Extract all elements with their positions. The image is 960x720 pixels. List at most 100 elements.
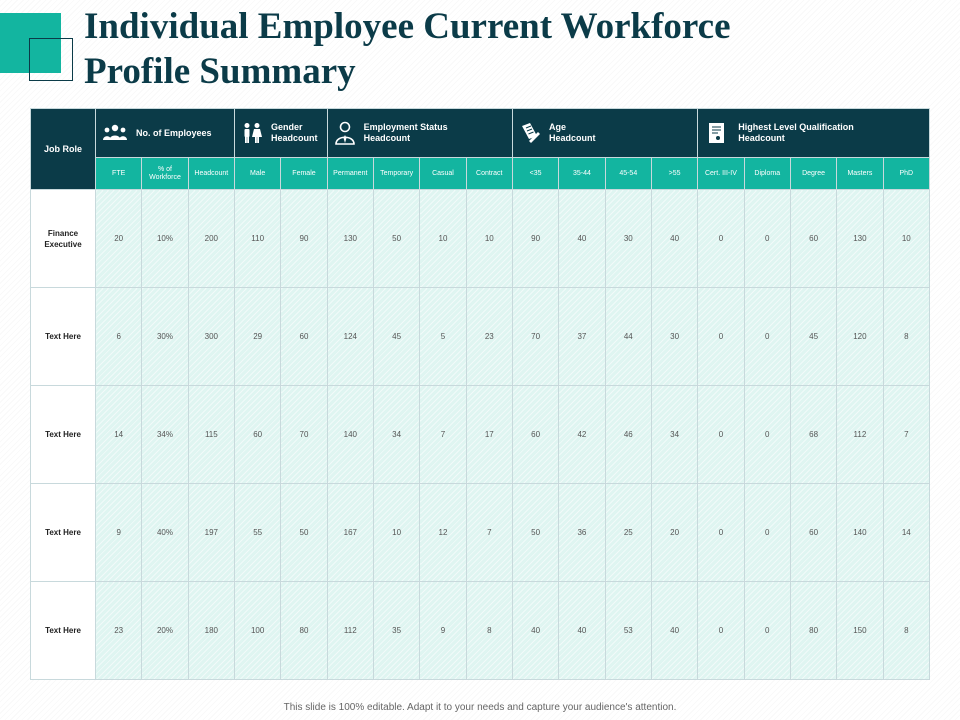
sub-header-cell: Temporary [372, 157, 421, 190]
sub-header-cell: Male [233, 157, 282, 190]
sub-header-cell: % of Workforce [141, 157, 189, 190]
table-cell: 7 [882, 385, 931, 484]
sub-header-cell: Permanent [326, 157, 374, 190]
table-cell: 0 [697, 385, 745, 484]
table-cell: 60 [789, 483, 838, 582]
table-cell: 55 [233, 483, 282, 582]
table-cell: 0 [697, 483, 745, 582]
table-cell: 40 [558, 581, 606, 680]
table-cell: 23 [465, 287, 513, 386]
sub-header-cell: 35-44 [558, 157, 606, 190]
table-cell: 7 [465, 483, 513, 582]
group-label-employees: No. of Employees [136, 127, 212, 138]
certificate-icon [709, 123, 725, 143]
job-role-cell: Finance Executive [30, 189, 96, 288]
table-cell: 0 [743, 287, 791, 386]
table-cell: 44 [604, 287, 652, 386]
job-role-cell: Text Here [30, 581, 96, 680]
group-label-gender-line2: Headcount [270, 133, 318, 143]
table-cell: 5 [419, 287, 467, 386]
table-cell: 34% [141, 385, 189, 484]
table-cell: 180 [187, 581, 235, 680]
table-cell: 100 [233, 581, 282, 680]
table-cell: 120 [836, 287, 884, 386]
table-cell: 140 [836, 483, 884, 582]
table-cell: 7 [419, 385, 467, 484]
table-cell: 80 [789, 581, 838, 680]
table-cell: 200 [187, 189, 235, 288]
sub-header-row: FTE% of Workforce Headcount Male Female Perm… [31, 157, 931, 190]
table-cell: 60 [789, 189, 838, 288]
document-pen-icon [521, 123, 540, 143]
group-label-age-line2: Headcount [548, 133, 596, 143]
table-cell: 53 [604, 581, 652, 680]
male-female-icon [244, 123, 262, 143]
table-row: Text Here 9 40% 197 55 50 167 10 12 7 50 36 25 20 0 0 60… [30, 483, 931, 582]
table-cell: 40 [511, 581, 560, 680]
table-cell: 0 [743, 581, 791, 680]
table-cell: 150 [836, 581, 884, 680]
sub-header-cell: Cert. III-IV [697, 157, 745, 190]
table-body: Finance Executive 20 10% 200 110 90 130 50 10 10 9… [30, 189, 931, 680]
table-cell: 45 [372, 287, 421, 386]
table-cell: 10 [465, 189, 513, 288]
table-cell: 10 [419, 189, 467, 288]
table-cell: 110 [233, 189, 282, 288]
table-cell: 124 [326, 287, 374, 386]
decor-teal-square [0, 13, 61, 73]
table-cell: 167 [326, 483, 374, 582]
table-cell: 30% [141, 287, 189, 386]
table-row: Text Here 23 20% 180 100 80 112 35 9 8 40 40 53 40 0 0 8… [30, 581, 931, 680]
workforce-profile-table: Job Role No. of Employees [30, 108, 931, 680]
sub-header-cell: FTE [94, 157, 143, 190]
table-cell: 40 [650, 189, 699, 288]
table-cell: 17 [465, 385, 513, 484]
job-role-cell: Text Here [30, 483, 96, 582]
table-cell: 30 [604, 189, 652, 288]
table-cell: 8 [882, 581, 931, 680]
table-cell: 115 [187, 385, 235, 484]
job-role-cell: Text Here [30, 287, 96, 386]
table-cell: 20 [650, 483, 699, 582]
group-header-employment-status: Employment Status Headcount [326, 108, 513, 158]
table-cell: 112 [326, 581, 374, 680]
table-cell: 60 [233, 385, 282, 484]
table-cell: 90 [280, 189, 328, 288]
table-cell: 14 [94, 385, 143, 484]
table-cell: 70 [280, 385, 328, 484]
table-cell: 140 [326, 385, 374, 484]
table-cell: 25 [604, 483, 652, 582]
table-row: Finance Executive 20 10% 200 110 90 130 50 10 10 9… [30, 189, 931, 288]
table-cell: 46 [604, 385, 652, 484]
table-row: Text Here 14 34% 115 60 70 140 34 7 17 60 42 46 34 0 0 6… [30, 385, 931, 484]
sub-header-cell: Diploma [743, 157, 791, 190]
group-header-gender: Gender Headcount [233, 108, 328, 158]
table-cell: 10 [372, 483, 421, 582]
group-label-employment-line1: Employment Status [363, 122, 448, 132]
page-title-line1: Individual Employee Current Workforce [84, 6, 731, 47]
table-row: Text Here 6 30% 300 29 60 124 45 5 23 70 37 44 30 0 0 45… [30, 287, 931, 386]
table-cell: 36 [558, 483, 606, 582]
group-label-qualification-line2: Headcount [738, 133, 785, 143]
table-cell: 8 [465, 581, 513, 680]
table-cell: 90 [511, 189, 560, 288]
table-cell: 40% [141, 483, 189, 582]
table-cell: 20% [141, 581, 189, 680]
sub-header-cell: Headcount [187, 157, 235, 190]
sub-header-cell: >55 [650, 157, 699, 190]
table-cell: 10% [141, 189, 189, 288]
table-cell: 37 [558, 287, 606, 386]
page-title: Individual Employee Current Workforce Pr… [84, 4, 944, 94]
sub-header-cell: Degree [789, 157, 838, 190]
sub-header-cell: PhD [882, 157, 931, 190]
table-cell: 9 [94, 483, 143, 582]
table-cell: 50 [280, 483, 328, 582]
table-cell: 0 [697, 189, 745, 288]
table-cell: 40 [558, 189, 606, 288]
table-cell: 12 [419, 483, 467, 582]
group-header-age: Age Headcount [511, 108, 699, 158]
group-header-row: Job Role No. of Employees [30, 108, 930, 190]
table-cell: 20 [94, 189, 143, 288]
group-header-employees: No. of Employees [95, 108, 235, 158]
table-cell: 68 [789, 385, 838, 484]
